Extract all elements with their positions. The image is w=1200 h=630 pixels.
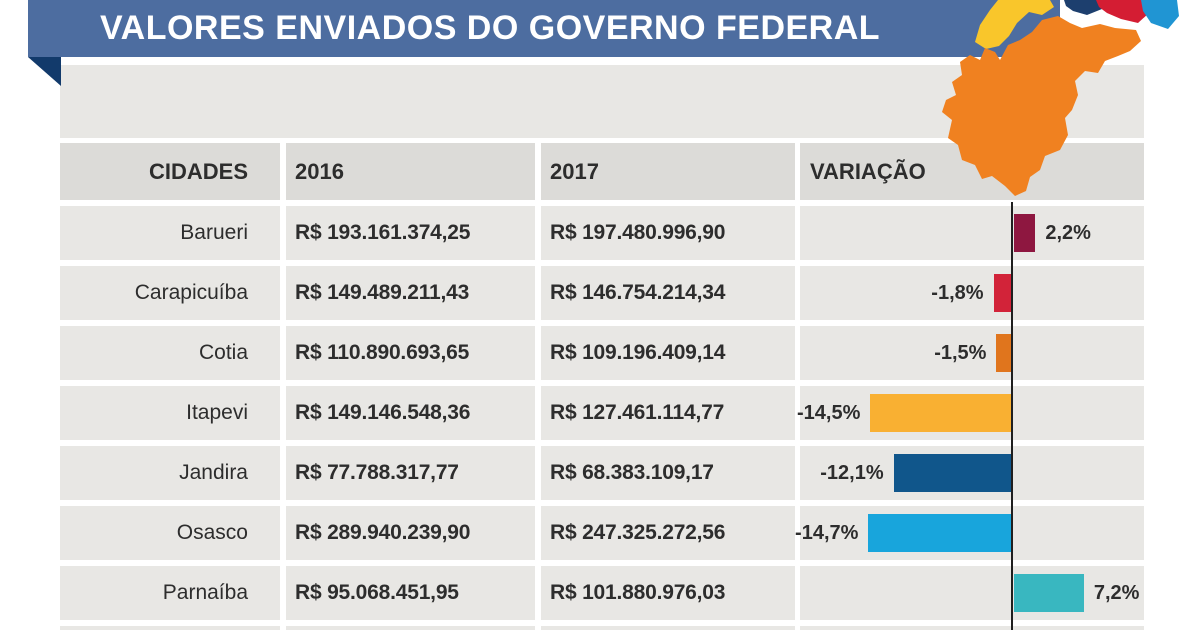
header-label-2016: 2016	[295, 158, 344, 184]
table-row-partial	[60, 626, 1144, 630]
title-banner: VALORES ENVIADOS DO GOVERNO FEDERAL	[28, 0, 1060, 57]
value-2016: R$ 289.940.239,90	[295, 521, 471, 544]
value-2016: R$ 149.146.548,36	[295, 401, 471, 424]
city-cell: Carapicuíba	[60, 266, 280, 320]
city-cell: Barueri	[60, 206, 280, 260]
value-2017: R$ 101.880.976,03	[550, 581, 726, 604]
value-2016-cell: R$ 149.146.548,36	[286, 386, 535, 440]
city-label: Barueri	[180, 221, 248, 244]
city-cell	[60, 626, 280, 630]
variation-value: 2,2%	[1045, 221, 1091, 244]
variation-bar	[868, 514, 1011, 552]
value-2016-cell: R$ 289.940.239,90	[286, 506, 535, 560]
value-2016-cell: R$ 110.890.693,65	[286, 326, 535, 380]
city-label: Osasco	[176, 521, 248, 544]
table-row: Itapevi R$ 149.146.548,36 R$ 127.461.114…	[60, 386, 1144, 440]
variation-bar	[893, 454, 1011, 492]
zero-axis-line	[1011, 202, 1013, 630]
variation-bar	[996, 334, 1011, 372]
value-2017-cell: R$ 146.754.214,34	[541, 266, 795, 320]
header-cell-variacao: VARIAÇÃO	[800, 143, 1144, 200]
city-cell: Cotia	[60, 326, 280, 380]
map-area-navy	[1064, 0, 1102, 15]
variation-value: -14,5%	[796, 401, 861, 424]
variation-cell: -14,7%	[795, 506, 1144, 560]
variation-value: 7,2%	[1093, 581, 1140, 604]
variation-cell: 2,2%	[800, 206, 1144, 260]
region-map	[942, 0, 1179, 196]
variation-cell: -1,5%	[800, 326, 1144, 380]
city-label: Jandira	[179, 461, 248, 484]
value-2017-cell: R$ 197.480.996,90	[541, 206, 795, 260]
value-2016-cell: R$ 95.068.451,95	[286, 566, 535, 620]
city-cell: Jandira	[60, 446, 280, 500]
variation-bar	[870, 394, 1011, 432]
variation-cell: 7,2%	[800, 566, 1144, 620]
variation-value: -1,8%	[931, 281, 984, 304]
variation-value: -12,1%	[820, 461, 884, 484]
ribbon-fold	[28, 57, 61, 86]
table-row: Jandira R$ 77.788.317,77 R$ 68.383.109,1…	[60, 446, 1144, 500]
value-2017-cell: R$ 68.383.109,17	[541, 446, 795, 500]
variation-cell: -1,8%	[800, 266, 1144, 320]
table-row: Carapicuíba R$ 149.489.211,43 R$ 146.754…	[60, 266, 1144, 320]
variation-bar	[1014, 214, 1036, 252]
variation-cell	[800, 626, 1144, 630]
map-area-cyan	[1141, 0, 1179, 29]
variation-cell: -14,5%	[796, 386, 1144, 440]
value-2016-cell	[286, 626, 535, 630]
city-cell: Parnaíba	[60, 566, 280, 620]
value-2017: R$ 109.196.409,14	[550, 341, 726, 364]
variation-bar	[1014, 574, 1084, 612]
variation-bar	[993, 274, 1011, 312]
city-cell: Itapevi	[60, 386, 280, 440]
header-label-2017: 2017	[550, 158, 599, 184]
value-2017: R$ 197.480.996,90	[550, 221, 726, 244]
variation-value: -14,7%	[795, 521, 859, 544]
table-row: Osasco R$ 289.940.239,90 R$ 247.325.272,…	[60, 506, 1144, 560]
table-header: CIDADES 2016 2017 VARIAÇÃO	[60, 143, 1144, 200]
value-2016: R$ 110.890.693,65	[295, 341, 470, 364]
value-2017: R$ 146.754.214,34	[550, 281, 726, 304]
map-area-red	[1096, 0, 1149, 23]
city-label: Parnaíba	[162, 581, 248, 604]
city-cell: Osasco	[60, 506, 280, 560]
value-2016: R$ 77.788.317,77	[295, 461, 459, 484]
value-2016: R$ 149.489.211,43	[295, 281, 470, 304]
map-area-orange	[942, 16, 1141, 196]
value-2017-cell: R$ 247.325.272,56	[541, 506, 795, 560]
header-cell-cidades: CIDADES	[60, 143, 280, 200]
city-label: Itapevi	[186, 401, 248, 424]
variation-value: -1,5%	[934, 341, 987, 364]
variation-cell: -12,1%	[800, 446, 1144, 500]
header-label-cidades: CIDADES	[148, 158, 248, 184]
value-2016-cell: R$ 77.788.317,77	[286, 446, 535, 500]
page-title: VALORES ENVIADOS DO GOVERNO FEDERAL	[100, 9, 881, 47]
table-row: Barueri R$ 193.161.374,25 R$ 197.480.996…	[60, 206, 1144, 260]
value-2017: R$ 127.461.114,77	[550, 401, 725, 424]
city-label: Carapicuíba	[134, 281, 248, 304]
table-row: Cotia R$ 110.890.693,65 R$ 109.196.409,1…	[60, 326, 1144, 380]
value-2017-cell: R$ 109.196.409,14	[541, 326, 795, 380]
value-2017: R$ 68.383.109,17	[550, 461, 714, 484]
value-2017-cell	[541, 626, 795, 630]
value-2016-cell: R$ 193.161.374,25	[286, 206, 535, 260]
value-2017: R$ 247.325.272,56	[550, 521, 726, 544]
city-label: Cotia	[198, 341, 248, 364]
value-2016: R$ 193.161.374,25	[295, 221, 471, 244]
value-2017-cell: R$ 101.880.976,03	[541, 566, 795, 620]
map-area-yellow	[975, 0, 1054, 49]
table-row: Parnaíba R$ 95.068.451,95 R$ 101.880.976…	[60, 566, 1144, 620]
value-2016-cell: R$ 149.489.211,43	[286, 266, 535, 320]
header-cell-2017: 2017	[541, 143, 795, 200]
header-cell-2016: 2016	[286, 143, 535, 200]
value-2017-cell: R$ 127.461.114,77	[541, 386, 795, 440]
value-2016: R$ 95.068.451,95	[295, 581, 459, 604]
header-label-variacao: VARIAÇÃO	[810, 158, 926, 184]
